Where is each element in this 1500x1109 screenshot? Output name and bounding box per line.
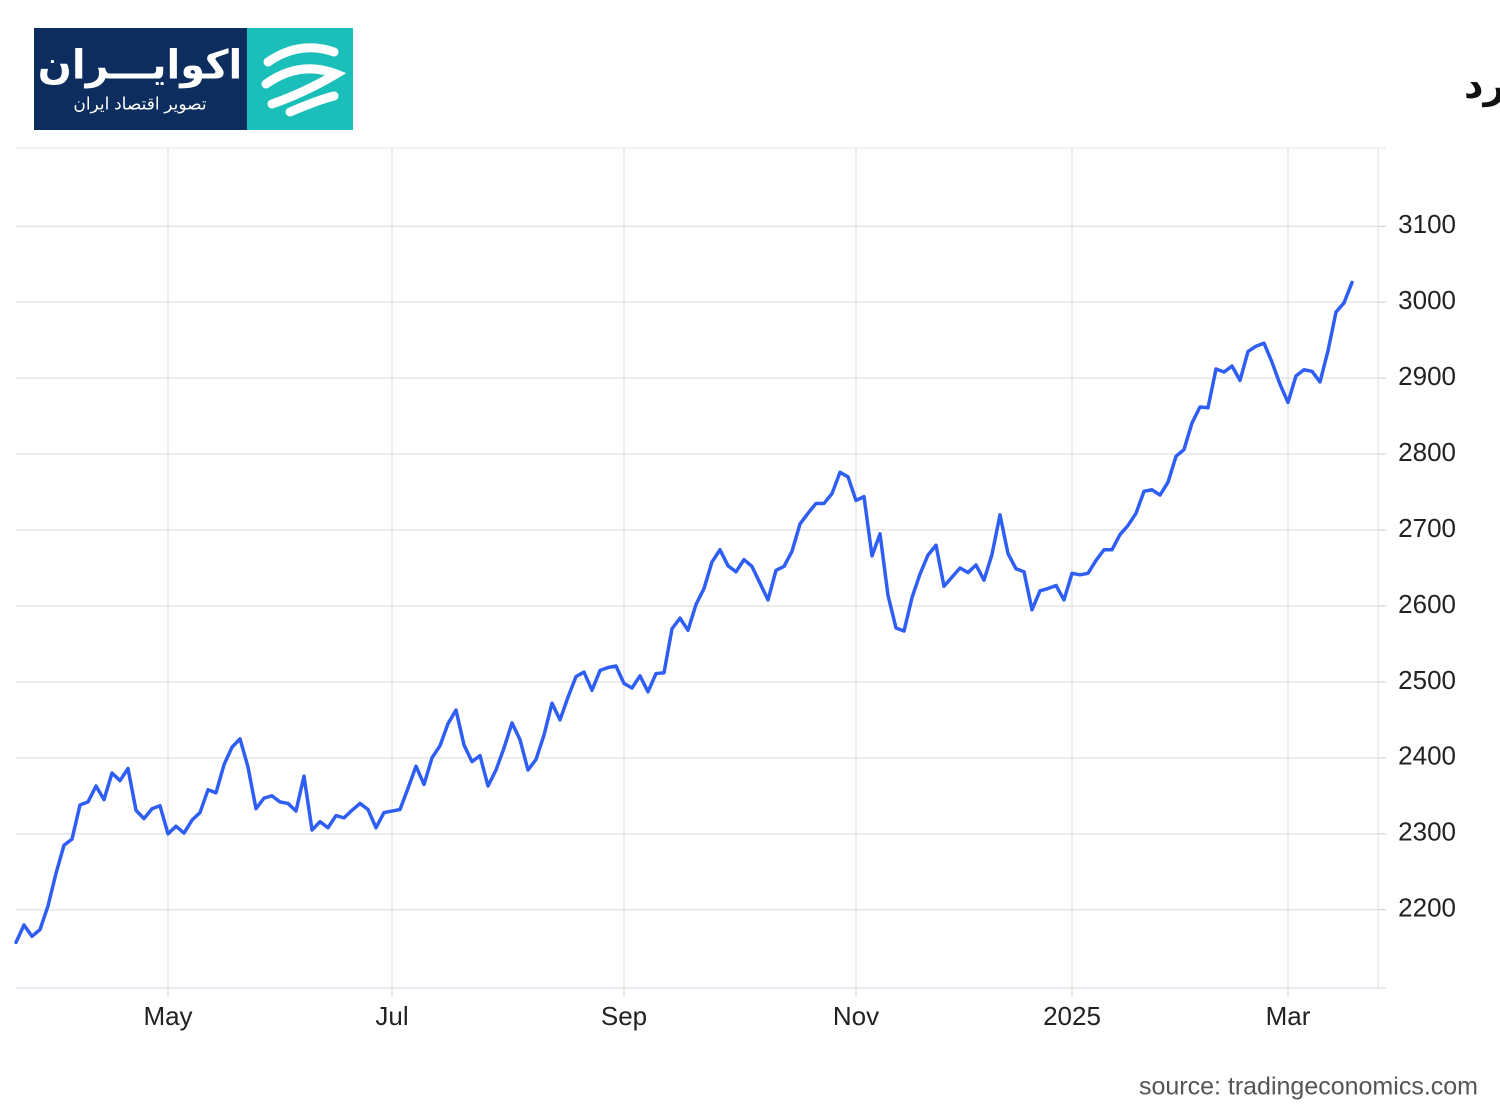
source: source: tradingeconomics.com bbox=[1139, 1073, 1478, 1101]
y-tick-label: 2700 bbox=[1398, 513, 1456, 543]
y-tick-label: 2800 bbox=[1398, 437, 1456, 467]
x-tick-label: May bbox=[143, 1001, 192, 1031]
x-tick-label: Mar bbox=[1266, 1001, 1311, 1031]
chart-title: طلای جهانی رکورد ۳۰۲۶ دلار در هر اونس را… bbox=[1464, 65, 1500, 108]
y-tick-label: 2300 bbox=[1398, 817, 1456, 847]
y-tick-label: 2400 bbox=[1398, 741, 1456, 771]
x-tick-label: Sep bbox=[601, 1001, 647, 1031]
y-tick-label: 2900 bbox=[1398, 361, 1456, 391]
logo-icon bbox=[261, 43, 347, 117]
x-tick-label: Nov bbox=[833, 1001, 879, 1031]
x-tick-label: Jul bbox=[375, 1001, 408, 1031]
y-tick-label: 2500 bbox=[1398, 665, 1456, 695]
y-tick-label: 3100 bbox=[1398, 209, 1456, 239]
y-tick-label: 2200 bbox=[1398, 893, 1456, 923]
logo-tagline: تصویر اقتصاد ایران bbox=[73, 94, 207, 113]
x-tick-label: 2025 bbox=[1043, 1001, 1101, 1031]
logo-icon-box bbox=[247, 28, 353, 130]
y-tick-label: 2600 bbox=[1398, 589, 1456, 619]
logo-box bbox=[34, 28, 247, 130]
line-series bbox=[14, 280, 1354, 945]
logo-name: اکوایـــران bbox=[38, 44, 243, 89]
y-tick-label: 3000 bbox=[1398, 285, 1456, 315]
